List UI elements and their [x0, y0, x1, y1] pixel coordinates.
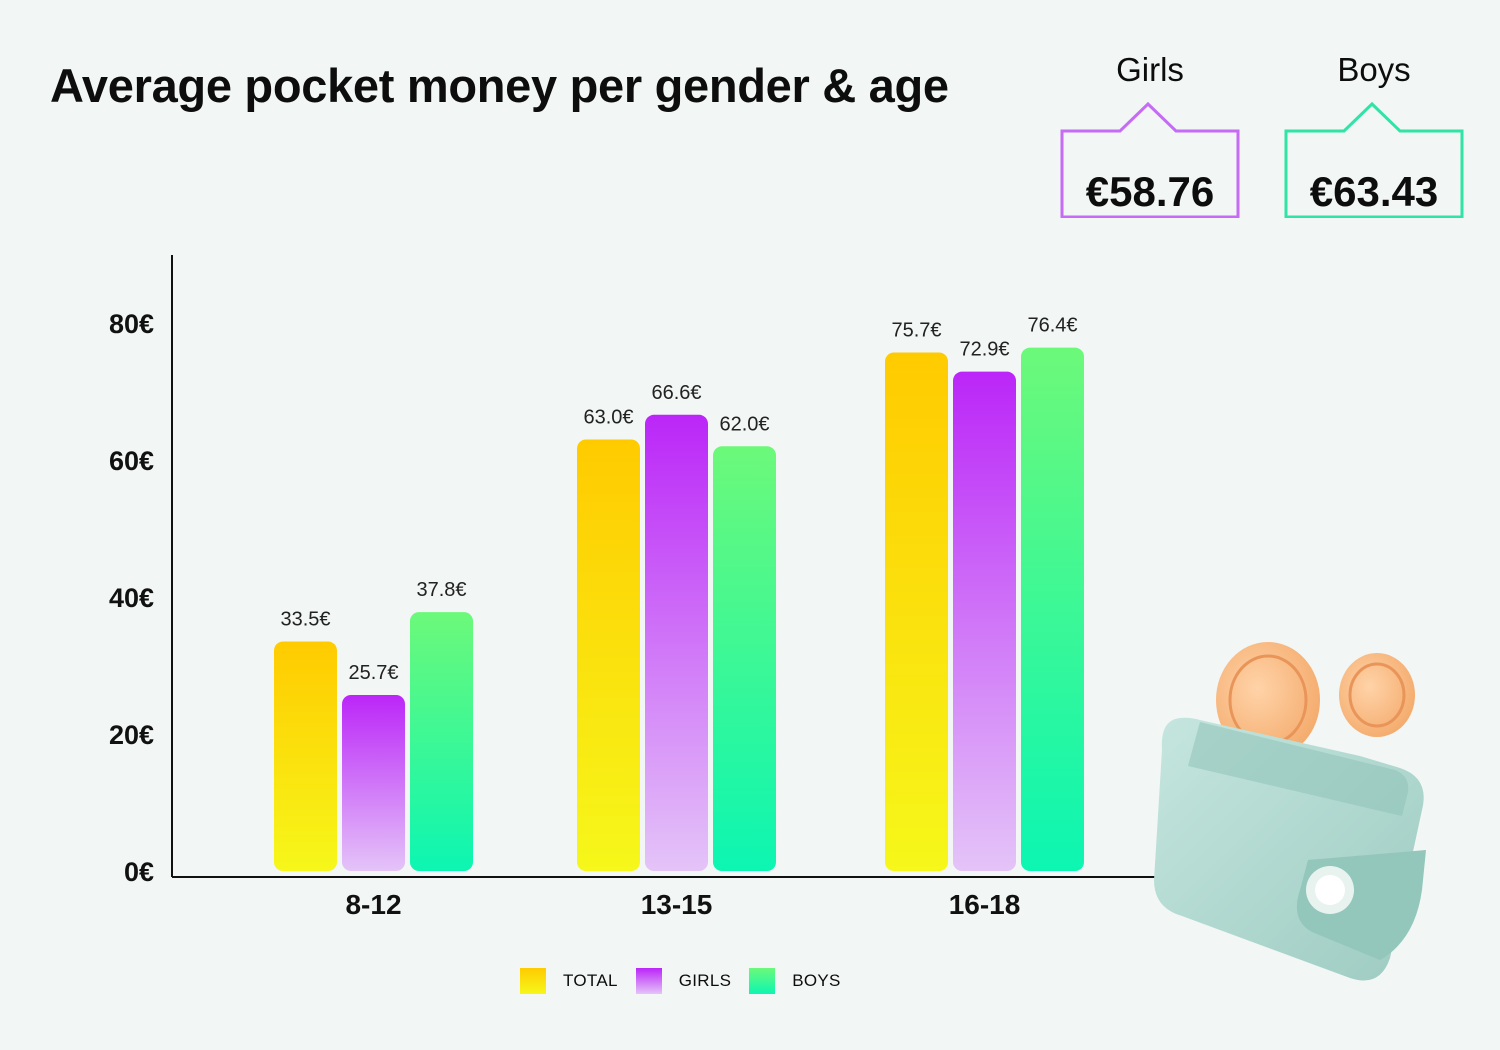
chart-title: Average pocket money per gender & age [50, 59, 949, 112]
bar-boys-13-15 [713, 446, 776, 871]
bar-total-13-15 [577, 439, 640, 871]
girls-callout-box [1060, 101, 1240, 218]
bar-value-label: 63.0€ [583, 406, 633, 428]
bar-girls-8-12 [342, 694, 405, 871]
legend-label-total: TOTAL [563, 971, 618, 990]
y-tick-label: 80€ [109, 309, 154, 339]
bar-value-label: 66.6€ [651, 382, 701, 404]
chart-legend: TOTAL GIRLS BOYS [520, 968, 859, 994]
bar-total-8-12 [274, 641, 337, 871]
legend-item-boys: BOYS [749, 968, 840, 994]
bar-girls-16-18 [953, 371, 1016, 871]
coin-icon [1339, 653, 1415, 737]
bar-value-label: 75.7€ [891, 319, 941, 341]
bar-value-label: 62.0€ [719, 413, 769, 435]
girls-summary-label: Girls [1116, 51, 1184, 88]
legend-swatch-girls [635, 968, 662, 994]
legend-swatch-boys [749, 968, 776, 994]
girls-summary: Girls €58.76 [1060, 46, 1240, 218]
boys-summary-label: Boys [1337, 51, 1411, 88]
y-tick-label: 0€ [124, 857, 154, 887]
bar-girls-13-15 [645, 414, 708, 871]
wallet-with-coins-illustration [1154, 642, 1426, 981]
legend-item-girls: GIRLS [635, 968, 732, 994]
boys-summary: Boys €63.43 [1284, 46, 1464, 218]
x-tick-label: 13-15 [641, 889, 713, 920]
boys-summary-value: €63.43 [1309, 168, 1439, 215]
chart-axes: 0€ 20€ 40€ 60€ 80€ [109, 255, 1155, 887]
bar-value-label: 33.5€ [280, 609, 330, 631]
legend-label-girls: GIRLS [678, 971, 732, 990]
chart-labels: 33.5€ 25.7€ 37.8€ 8-12 63.0€ 66.6€ 62.0€ 13-15 7… [280, 315, 1077, 920]
bar-value-label: 37.8€ [416, 579, 466, 601]
bar-value-label: 72.9€ [959, 339, 1009, 361]
bar-boys-8-12 [410, 612, 473, 871]
x-tick-label: 8-12 [345, 889, 401, 920]
legend-label-boys: BOYS [792, 971, 841, 990]
legend-item-total: TOTAL [520, 968, 618, 994]
y-tick-label: 40€ [109, 583, 154, 613]
girls-summary-value: €58.76 [1085, 168, 1215, 215]
bar-value-label: 76.4€ [1027, 315, 1077, 337]
bar-value-label: 25.7€ [348, 662, 398, 684]
bar-boys-16-18 [1021, 347, 1084, 871]
bar-total-16-18 [885, 352, 948, 872]
y-tick-label: 20€ [109, 720, 154, 750]
x-tick-label: 16-18 [949, 889, 1021, 920]
legend-swatch-total [520, 968, 546, 994]
y-tick-label: 60€ [109, 446, 154, 476]
boys-callout-box [1284, 101, 1464, 218]
chart-bars [274, 347, 1084, 872]
